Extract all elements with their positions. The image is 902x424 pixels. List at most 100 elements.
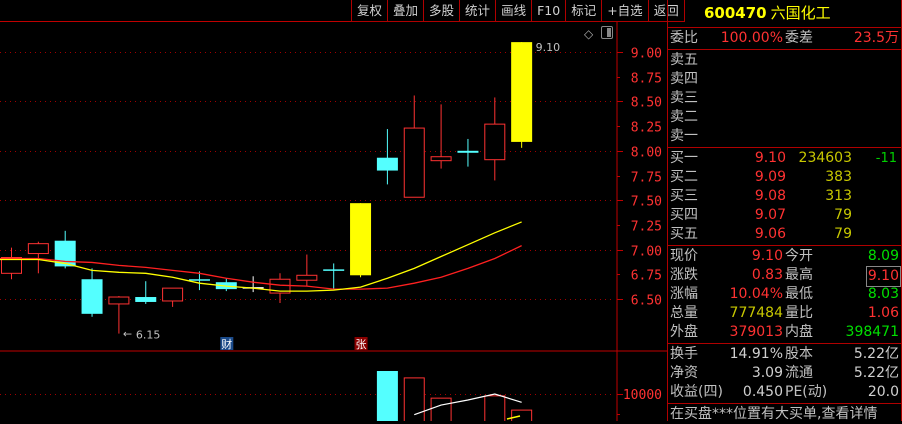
candle-body (511, 42, 533, 142)
weibi-value: 100.00% (720, 30, 783, 46)
bid-price: 9.06 (754, 226, 786, 242)
fundamental-label: 换手 (670, 346, 698, 362)
bid-label: 买五 (670, 226, 698, 242)
diamond-icon[interactable]: ◇ (584, 27, 594, 41)
stock-name: 六国化工 (770, 4, 831, 22)
weicha-value: 23.5万 (853, 30, 899, 46)
bid-row[interactable]: 买五 9.06 79 (668, 225, 901, 244)
volume-tick-label: 10000 (623, 388, 662, 403)
candle-body (135, 297, 157, 302)
y-tick-label: 9.00 (631, 47, 662, 62)
bid-label: 买一 (670, 150, 698, 166)
candle-body (188, 279, 210, 281)
candle-body (27, 243, 49, 255)
ma10-line (0, 245, 522, 290)
y-tick-label: 7.50 (631, 195, 662, 210)
toolbar-statistics-button[interactable]: 统计 (459, 0, 495, 21)
ask-label: 卖一 (670, 128, 698, 144)
fundamental-value: 0.450 (742, 384, 783, 400)
ask-row: 卖三 (668, 89, 901, 108)
toolbar-draw-line-button[interactable]: 画线 (495, 0, 531, 21)
stat-value: 10.04% (729, 286, 783, 302)
stat-value: 777484 (729, 305, 783, 321)
big-order-alert-link[interactable]: 在买盘***位置有大买单,查看详情 (670, 406, 878, 422)
toolbar-back-button[interactable]: 返回 (647, 0, 685, 21)
fundamentals: 换手 14.91% 股本 5.22亿 净资 3.09 流通 5.22亿 收益(四… (668, 344, 901, 404)
panel-toggle-icon[interactable] (601, 26, 613, 39)
stat-row: 总量 777484 量比 1.06 (668, 304, 901, 323)
y-tick-label: 7.00 (631, 245, 662, 260)
stat-row: 涨幅 10.04% 最低 8.03 (668, 285, 901, 304)
stat-label: 总量 (670, 305, 698, 321)
toolbar-fuquan-button[interactable]: 复权 (351, 0, 387, 21)
stat-value: 379013 (729, 324, 783, 340)
weibi-section: 委比 100.00% 委差 23.5万 (668, 28, 901, 50)
ask-label: 卖三 (670, 90, 698, 106)
volume-bar (430, 397, 452, 421)
stat-value: 8.09 (867, 248, 899, 264)
y-tick-label: 8.50 (631, 96, 662, 111)
fundamental-label: 流通 (785, 365, 813, 381)
stat-label: 最高 (785, 267, 813, 283)
quote-panel: 600470 六国化工 委比 100.00% 委差 23.5万 卖五 卖四 卖三 … (667, 0, 902, 422)
volume-bar (484, 395, 506, 421)
kline-chart[interactable]: 9.00 8.75 8.50 8.25 8.00 7.75 7.50 7.25 7.00 6.75… (0, 0, 668, 421)
candle-body (296, 274, 318, 281)
fundamental-value: 20.0 (867, 384, 899, 400)
toolbar-multi-stock-button[interactable]: 多股 (423, 0, 459, 21)
candle-body (484, 123, 506, 161)
y-tick-label: 7.25 (631, 220, 662, 235)
bid-price: 9.07 (754, 207, 786, 223)
candle-body (376, 157, 398, 171)
fundamental-label: 净资 (670, 365, 698, 381)
stat-label: 量比 (785, 305, 813, 321)
stat-value: 398471 (845, 324, 899, 340)
fundamental-value: 5.22亿 (853, 346, 899, 362)
y-tick-label: 7.75 (631, 171, 662, 186)
fundamental-label: 股本 (785, 346, 813, 362)
stat-label: 现价 (670, 248, 698, 264)
event-badge-label: 财 (221, 337, 232, 351)
ask-label: 卖四 (670, 71, 698, 87)
high-price-marker: 9.10 (536, 41, 561, 54)
bid-row[interactable]: 买二 9.09 383 (668, 168, 901, 187)
bid-price: 9.10 (754, 150, 786, 166)
candle-body (162, 287, 184, 302)
ma5-line (0, 221, 522, 292)
candle-body (350, 203, 372, 276)
toolbar-add-watchlist-button[interactable]: +自选 (601, 0, 647, 21)
stock-title: 600470 六国化工 (668, 0, 901, 28)
toolbar-f10-button[interactable]: F10 (531, 0, 565, 21)
ask-label: 卖五 (670, 52, 698, 68)
event-badge-label: 张 (356, 338, 367, 351)
bid-row[interactable]: 买一 9.10 234603 -11 (668, 149, 901, 168)
volume-ma5-line (506, 415, 521, 420)
volume-bar (376, 371, 398, 421)
toolbar-overlay-button[interactable]: 叠加 (387, 0, 423, 21)
ask-row: 卖一 (668, 127, 901, 146)
candle-body (81, 279, 103, 314)
candle-body (403, 127, 425, 198)
stat-label: 内盘 (785, 324, 813, 340)
toolbar-mark-button[interactable]: 标记 (565, 0, 601, 21)
bid-label: 买三 (670, 188, 698, 204)
bid-row[interactable]: 买三 9.08 313 (668, 187, 901, 206)
stat-label: 最低 (785, 286, 813, 302)
weicha-label: 委差 (785, 30, 813, 46)
stat-label: 涨跌 (670, 267, 698, 283)
y-tick-label: 8.25 (631, 121, 662, 136)
chart-toolbar: 复权 叠加 多股 统计 画线 F10 标记 +自选 返回 (351, 0, 685, 22)
bid-volume: 383 (825, 169, 852, 185)
stat-value: 0.83 (751, 267, 783, 283)
y-tick-label: 8.75 (631, 72, 662, 87)
fundamental-row: 净资 3.09 流通 5.22亿 (668, 364, 901, 383)
price-stats: 现价 9.10 今开 8.09 涨跌 0.83 最高 9.10 涨幅 10.04… (668, 246, 901, 344)
bid-label: 买四 (670, 207, 698, 223)
event-badge (220, 337, 234, 350)
candle-body (108, 296, 130, 305)
stock-code: 600470 (704, 4, 767, 22)
bid-row[interactable]: 买四 9.07 79 (668, 206, 901, 225)
fundamental-label: 收益(四) (670, 384, 723, 400)
fundamental-row: 换手 14.91% 股本 5.22亿 (668, 345, 901, 364)
ask-row: 卖四 (668, 70, 901, 89)
